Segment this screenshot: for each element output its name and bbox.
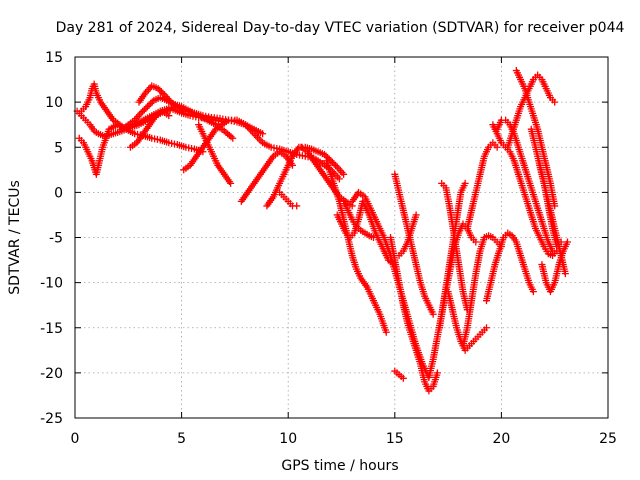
y-tick-label: -10	[40, 276, 63, 292]
ticks-layer: 0 5 10 15 20 25 15 10 5 0 -5 -10 -15 -20 -25	[40, 50, 617, 447]
data-point-fill	[157, 88, 165, 96]
series-arc8	[195, 121, 235, 187]
data-point	[563, 238, 571, 246]
data-point	[369, 234, 377, 241]
data-point	[482, 324, 490, 332]
data-point	[461, 179, 469, 187]
y-axis-title: SDTVAR / TECUs	[7, 180, 23, 295]
y-tick-label: 0	[54, 185, 63, 201]
data-point	[227, 179, 235, 187]
data-point-fill	[147, 99, 155, 107]
x-tick-label: 10	[279, 431, 297, 447]
data-point-fill	[328, 158, 336, 166]
grid-layer	[75, 57, 608, 418]
data-point-fill	[330, 160, 338, 168]
data-point	[137, 109, 145, 117]
series-arc12	[276, 188, 301, 210]
data-point	[320, 150, 328, 158]
y-tick-label: -5	[49, 231, 63, 247]
y-tick-label: 10	[45, 95, 63, 111]
x-tick-label: 25	[599, 431, 617, 447]
y-tick-label: 5	[54, 140, 63, 156]
series-arc18	[387, 234, 441, 395]
series-arc32	[512, 67, 559, 210]
x-tick-label: 15	[386, 431, 404, 447]
data-point-fill	[139, 107, 147, 115]
data-point	[472, 238, 480, 246]
series-arc35	[538, 238, 571, 296]
data-point	[165, 112, 173, 120]
data-point	[382, 328, 390, 336]
y-tick-label: -25	[40, 411, 63, 427]
data-point	[529, 288, 537, 296]
data-point	[412, 211, 420, 219]
series-arc20	[395, 211, 420, 260]
y-tick-label: -20	[40, 366, 63, 382]
data-layer	[73, 67, 571, 395]
data-point	[154, 85, 162, 93]
series-arc27	[463, 139, 501, 232]
y-tick-label: 15	[45, 50, 63, 66]
data-point	[433, 369, 441, 377]
data-point	[429, 310, 437, 318]
series-arc34	[536, 161, 569, 278]
data-point	[399, 374, 407, 382]
data-point	[340, 170, 348, 178]
data-point	[335, 175, 343, 183]
series-arc21	[391, 367, 407, 382]
data-point-fill	[145, 101, 153, 109]
data-point-fill	[142, 104, 150, 112]
series-arc24	[438, 179, 471, 314]
series-arc2	[75, 121, 207, 178]
series-arc23	[436, 179, 469, 332]
data-point	[229, 134, 237, 142]
data-point-fill	[156, 86, 164, 94]
series-arc16	[340, 197, 377, 241]
x-tick-label: 0	[71, 431, 80, 447]
series-arc19	[391, 170, 437, 318]
series-arc7	[180, 116, 239, 174]
series-arc28	[482, 229, 537, 305]
y-tick-label: -15	[40, 321, 63, 337]
data-point	[551, 98, 559, 106]
chart-title: Day 281 of 2024, Sidereal Day-to-day VTE…	[56, 20, 625, 36]
data-point	[293, 202, 301, 210]
series-arc6	[126, 107, 173, 151]
data-point-fill	[148, 98, 156, 106]
x-tick-label: 5	[177, 431, 186, 447]
data-point	[493, 143, 501, 151]
x-tick-label: 20	[492, 431, 510, 447]
data-point-fill	[140, 106, 148, 114]
series-arc30	[489, 121, 561, 260]
series-arc10	[237, 148, 296, 205]
data-point	[143, 103, 151, 111]
x-axis-title: GPS time / hours	[281, 458, 398, 474]
data-point	[259, 130, 267, 138]
plot-frame	[74, 56, 609, 419]
data-point-fill	[332, 162, 340, 170]
series-arc31	[504, 71, 559, 151]
data-point	[561, 270, 569, 278]
